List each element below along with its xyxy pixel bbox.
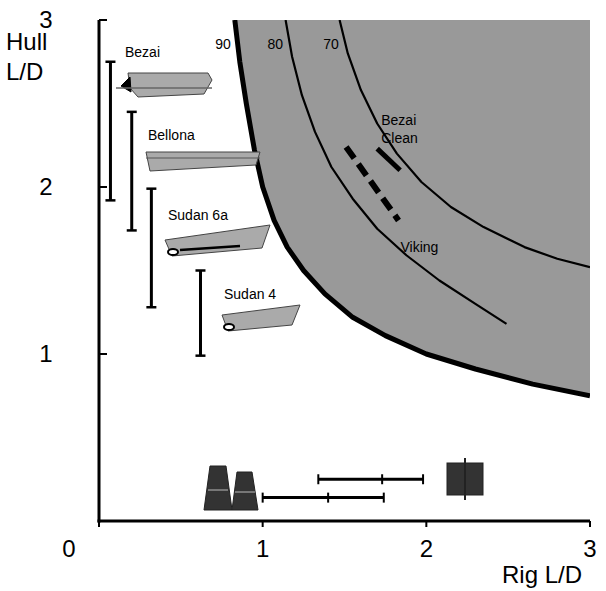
curve-label: 70 xyxy=(323,36,339,52)
range-tick xyxy=(317,474,319,484)
range-cap xyxy=(146,306,156,309)
boat-icons xyxy=(116,73,483,510)
sail-icon xyxy=(232,472,258,510)
x-tick xyxy=(425,521,427,527)
y-tick xyxy=(99,353,107,355)
boat-label: Sudan 6a xyxy=(168,207,228,223)
x-axis-line xyxy=(98,520,591,523)
series-line xyxy=(340,20,590,267)
series-line xyxy=(286,20,507,324)
range-cap xyxy=(127,229,137,232)
mast xyxy=(464,458,466,500)
range-bar xyxy=(130,112,133,231)
range-bar xyxy=(109,62,112,201)
y-tick-label: 2 xyxy=(39,173,52,200)
y-tick-label: 1 xyxy=(39,340,52,367)
y-axis-line xyxy=(98,20,101,523)
range-tick xyxy=(327,493,329,503)
rudder-mark xyxy=(224,324,234,330)
y-axis-title: Hull L/D xyxy=(6,28,47,85)
range-cap xyxy=(105,61,115,64)
curve-label: 90 xyxy=(215,36,231,52)
bow-mark xyxy=(121,77,131,92)
series-line xyxy=(235,20,590,396)
rig-range xyxy=(263,493,384,503)
title-line: Hull xyxy=(6,28,47,55)
plot-area xyxy=(105,20,590,503)
axes xyxy=(98,20,591,527)
hull-range xyxy=(127,112,137,231)
range-tick xyxy=(383,493,385,503)
sail-seam xyxy=(208,490,228,491)
hull-range xyxy=(195,271,205,356)
sail-icon xyxy=(204,466,232,510)
range-tick xyxy=(262,493,264,503)
hull-range xyxy=(105,62,115,201)
x-tick-label: 1 xyxy=(256,535,269,562)
range-bar xyxy=(199,271,202,356)
boat-icon xyxy=(128,73,212,97)
curve-label: 80 xyxy=(267,36,283,52)
label-line: Bezai xyxy=(381,112,416,128)
rig-range xyxy=(318,474,423,484)
chart: Bezai Bellona Sudan 6a Sudan 4 90 80 70 Bezai Cl… xyxy=(0,0,606,591)
range-cap xyxy=(146,187,156,190)
range-cap xyxy=(195,269,205,272)
sail-seam xyxy=(235,492,255,493)
x-axis-title: Rig L/D xyxy=(502,561,582,588)
title-line: L/D xyxy=(6,58,43,85)
series-line xyxy=(377,149,400,171)
range-tick xyxy=(422,474,424,484)
x-tick-label: 2 xyxy=(420,535,433,562)
waterline xyxy=(146,158,260,159)
keel-mark xyxy=(180,246,240,250)
boat-icon xyxy=(222,305,300,331)
shaded-region xyxy=(235,20,590,396)
label-line: Clean xyxy=(381,130,418,146)
series-label: Viking xyxy=(401,239,439,255)
boat-icon xyxy=(146,152,260,171)
boat-label: Sudan 4 xyxy=(224,286,276,302)
range-bar xyxy=(318,478,423,481)
rudder-mark xyxy=(168,249,178,255)
y-tick xyxy=(99,19,107,21)
waterline xyxy=(116,87,212,89)
series-line xyxy=(346,147,398,221)
x-tick-label: 3 xyxy=(583,535,596,562)
y-tick xyxy=(99,186,107,188)
boat-label: Bezai xyxy=(125,44,160,60)
x-tick xyxy=(98,521,100,527)
range-cap xyxy=(105,199,115,202)
range-cap xyxy=(195,354,205,357)
hull-range xyxy=(146,189,156,308)
range-bar xyxy=(263,496,384,499)
boat-label: Bellona xyxy=(148,127,195,143)
x-tick xyxy=(589,521,591,527)
range-cap xyxy=(127,111,137,114)
x-tick-label: 0 xyxy=(62,535,75,562)
range-tick xyxy=(381,474,383,484)
range-bar xyxy=(150,189,153,308)
series-label: Bezai Clean xyxy=(381,112,418,146)
boat-icon xyxy=(165,225,270,256)
x-tick xyxy=(262,521,264,527)
